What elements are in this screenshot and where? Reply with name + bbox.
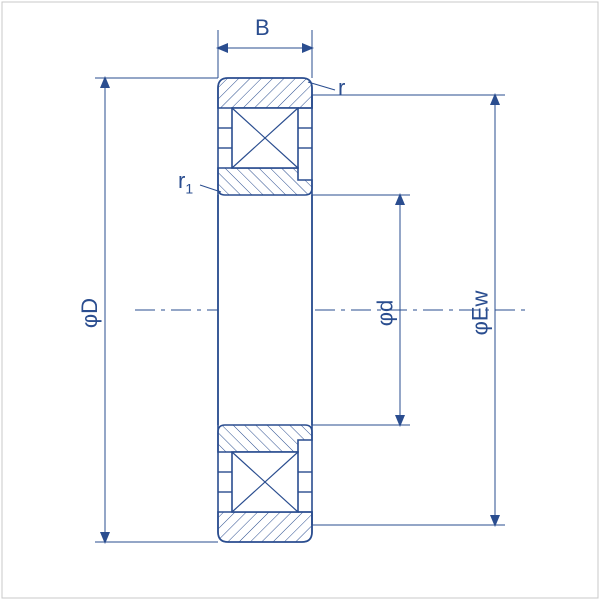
label-r: r	[338, 75, 345, 101]
inner-ring-hatch-top	[218, 168, 312, 195]
label-r1-sub: 1	[185, 180, 193, 196]
label-phid: φd	[372, 300, 398, 327]
label-phiEw: φEw	[467, 291, 493, 336]
label-phiD: φD	[77, 298, 103, 328]
bearing-diagram: B r r1 φD φd φEw	[0, 0, 600, 600]
inner-ring-hatch-bottom	[218, 425, 312, 452]
outer-ring-hatch-top	[218, 78, 312, 108]
label-r1: r1	[178, 168, 193, 196]
bearing-section	[218, 78, 312, 542]
label-B: B	[255, 15, 270, 41]
outer-ring-hatch-bottom	[218, 512, 312, 542]
